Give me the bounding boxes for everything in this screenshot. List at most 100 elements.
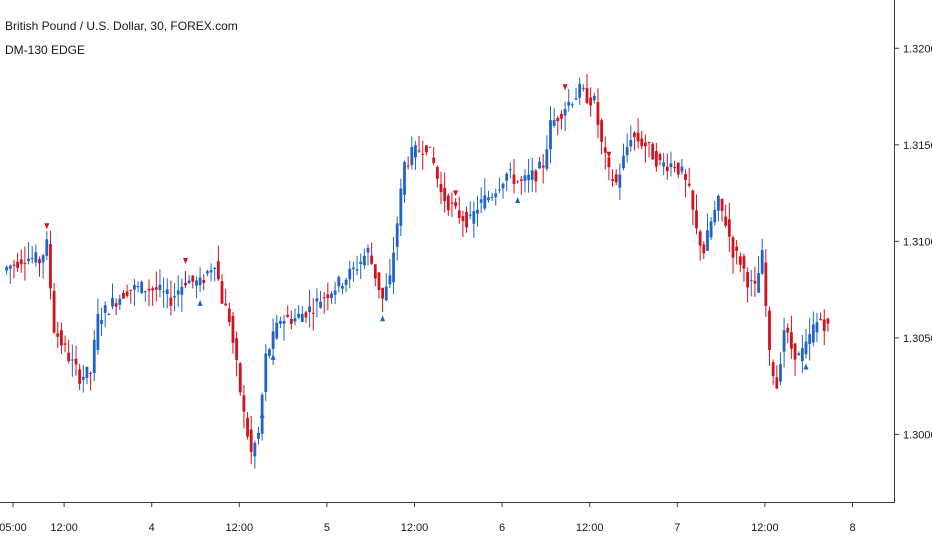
candle: [819, 312, 822, 321]
candle: [227, 302, 231, 327]
candle: [140, 280, 144, 295]
candle: [527, 158, 530, 193]
price-axis[interactable]: 1.30000 1.30500 1.31000 1.31500 1.32000: [895, 43, 932, 441]
candle: [585, 73, 589, 105]
candle: [162, 277, 165, 308]
candle: [238, 361, 242, 396]
candle: [319, 291, 322, 309]
candle: [373, 264, 377, 287]
candle: [706, 213, 709, 251]
candle: [742, 253, 746, 282]
sell-arrow-icon: [183, 257, 188, 264]
candle: [355, 255, 359, 276]
candle: [34, 244, 38, 267]
candle: [195, 276, 198, 299]
candle: [410, 136, 414, 170]
signal-arrows-layer: [44, 84, 809, 418]
candle: [421, 140, 425, 170]
candle: [268, 347, 271, 359]
candle: [392, 237, 395, 295]
time-tick-label: 4: [149, 522, 155, 534]
candle: [589, 87, 593, 117]
candle: [530, 157, 534, 193]
candle: [297, 305, 301, 320]
candle: [154, 271, 158, 302]
candle: [749, 269, 753, 297]
candle: [19, 249, 23, 273]
candle: [300, 305, 304, 323]
candle: [567, 88, 571, 112]
candle: [348, 260, 352, 289]
candle: [143, 290, 147, 302]
candle: [286, 305, 290, 318]
time-axis[interactable]: 05:00 12:00 4 12:00 5 12:00 6 12:00 7 12:00 8: [0, 503, 856, 534]
candle: [202, 274, 206, 291]
price-tick-label: 1.31500: [903, 140, 932, 152]
candle: [435, 165, 439, 188]
time-tick-label: 8: [849, 522, 855, 534]
candle: [428, 146, 432, 148]
candle: [636, 118, 640, 149]
candle: [359, 253, 363, 280]
candle: [724, 204, 728, 228]
candle: [122, 290, 125, 299]
candle: [654, 142, 658, 172]
candle: [16, 253, 19, 272]
candle: [574, 87, 578, 100]
candle: [224, 288, 228, 306]
candle: [505, 172, 509, 192]
candle: [600, 118, 603, 155]
candle: [556, 115, 560, 136]
time-tick-label: 12:00: [576, 522, 604, 534]
candle: [180, 278, 184, 313]
candle: [800, 335, 804, 374]
candle: [89, 371, 92, 391]
candle: [717, 194, 720, 222]
price-tick-label: 1.30500: [903, 333, 932, 345]
candle: [709, 217, 713, 241]
candle: [465, 206, 468, 233]
candle: [669, 151, 673, 177]
candle: [12, 259, 16, 279]
candle: [673, 160, 676, 173]
candle: [501, 182, 505, 199]
candle: [607, 154, 611, 181]
candle: [304, 310, 308, 323]
candle: [439, 171, 443, 205]
candle: [658, 152, 662, 166]
candle: [381, 287, 384, 313]
candle: [545, 135, 549, 172]
candle: [133, 279, 136, 306]
sell-arrow-icon: [44, 223, 50, 230]
candle: [8, 264, 12, 284]
candle: [78, 363, 82, 391]
candle: [282, 314, 286, 341]
buy-arrow-icon: [197, 299, 203, 306]
candle: [676, 162, 680, 179]
candle: [49, 230, 52, 300]
candle: [209, 263, 213, 282]
candle: [508, 162, 512, 179]
candle: [187, 275, 191, 284]
candle: [468, 201, 472, 220]
time-tick-label: 12:00: [50, 522, 78, 534]
candle: [771, 359, 775, 385]
candle: [640, 130, 644, 150]
candle: [581, 84, 585, 92]
candle: [129, 289, 133, 304]
candle: [647, 141, 651, 158]
candle: [38, 256, 41, 277]
candle: [191, 274, 195, 289]
candle: [362, 248, 366, 270]
candle: [592, 92, 596, 104]
candle: [337, 275, 341, 293]
candle: [651, 141, 655, 160]
candle: [395, 216, 399, 261]
buy-arrow-icon: [515, 197, 521, 204]
candle: [366, 244, 370, 266]
candle: [779, 352, 782, 386]
candle: [461, 210, 465, 238]
candle: [151, 286, 155, 306]
